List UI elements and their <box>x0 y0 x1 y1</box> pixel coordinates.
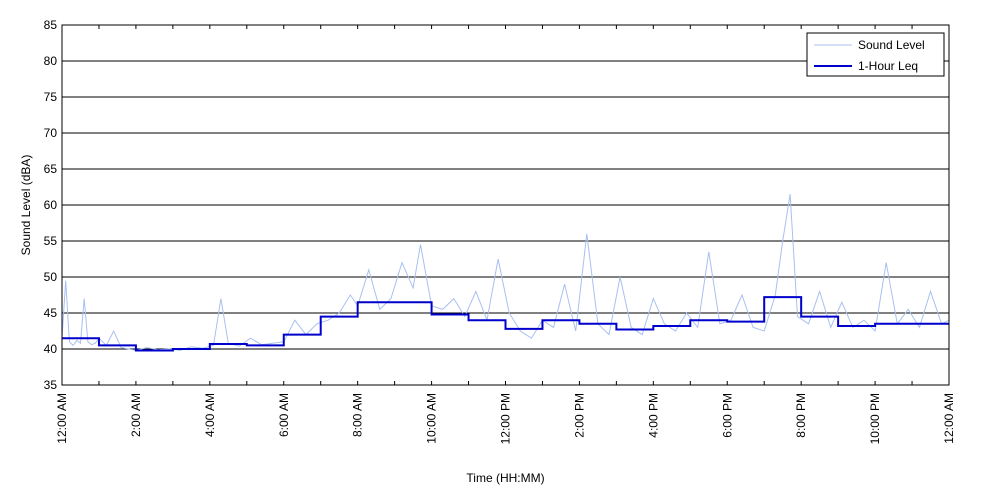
x-tick-label: 6:00 PM <box>720 393 734 438</box>
y-tick-label: 40 <box>44 342 58 356</box>
grid-lines <box>62 60 949 350</box>
y-tick-label: 50 <box>44 270 58 284</box>
x-tick-label: 2:00 AM <box>129 393 143 437</box>
y-tick-label: 65 <box>44 162 58 176</box>
series-layer <box>61 194 950 352</box>
legend-label-sound-level: Sound Level <box>858 38 925 52</box>
x-tick-label: 4:00 AM <box>203 393 217 437</box>
x-tick-label: 12:00 PM <box>499 393 513 444</box>
y-tick-label: 55 <box>44 234 58 248</box>
x-tick-label: 12:00 AM <box>942 393 956 444</box>
y-axis-ticks: 35 40 45 50 55 60 65 70 75 80 85 <box>44 18 58 392</box>
y-axis-label: Sound Level (dBA) <box>19 155 33 256</box>
y-tick-label: 85 <box>44 18 58 32</box>
y-tick-label: 80 <box>44 54 58 68</box>
x-tick-label: 6:00 AM <box>277 393 291 437</box>
y-tick-label: 45 <box>44 306 58 320</box>
x-axis-ticks: 12:00 AM 2:00 AM 4:00 AM 6:00 AM 8:00 AM 10:0… <box>55 24 956 444</box>
x-tick-label: 8:00 AM <box>351 393 365 437</box>
x-tick-label: 2:00 PM <box>572 393 586 438</box>
legend-label-1-hour-leq: 1-Hour Leq <box>858 59 918 73</box>
y-tick-label: 60 <box>44 198 58 212</box>
x-tick-label: 12:00 AM <box>55 393 69 444</box>
x-tick-label: 10:00 PM <box>868 393 882 444</box>
legend-box <box>806 32 945 77</box>
x-tick-label: 4:00 PM <box>646 393 660 438</box>
x-tick-label: 10:00 AM <box>425 393 439 444</box>
x-tick-label: 8:00 PM <box>794 393 808 438</box>
y-tick-label: 70 <box>44 126 58 140</box>
y-tick-label: 75 <box>44 90 58 104</box>
legend: Sound Level 1-Hour Leq <box>806 32 945 77</box>
y-tick-label: 35 <box>44 378 58 392</box>
series-1-hour-leq <box>62 296 949 352</box>
x-axis-label: Time (HH:MM) <box>466 471 544 485</box>
